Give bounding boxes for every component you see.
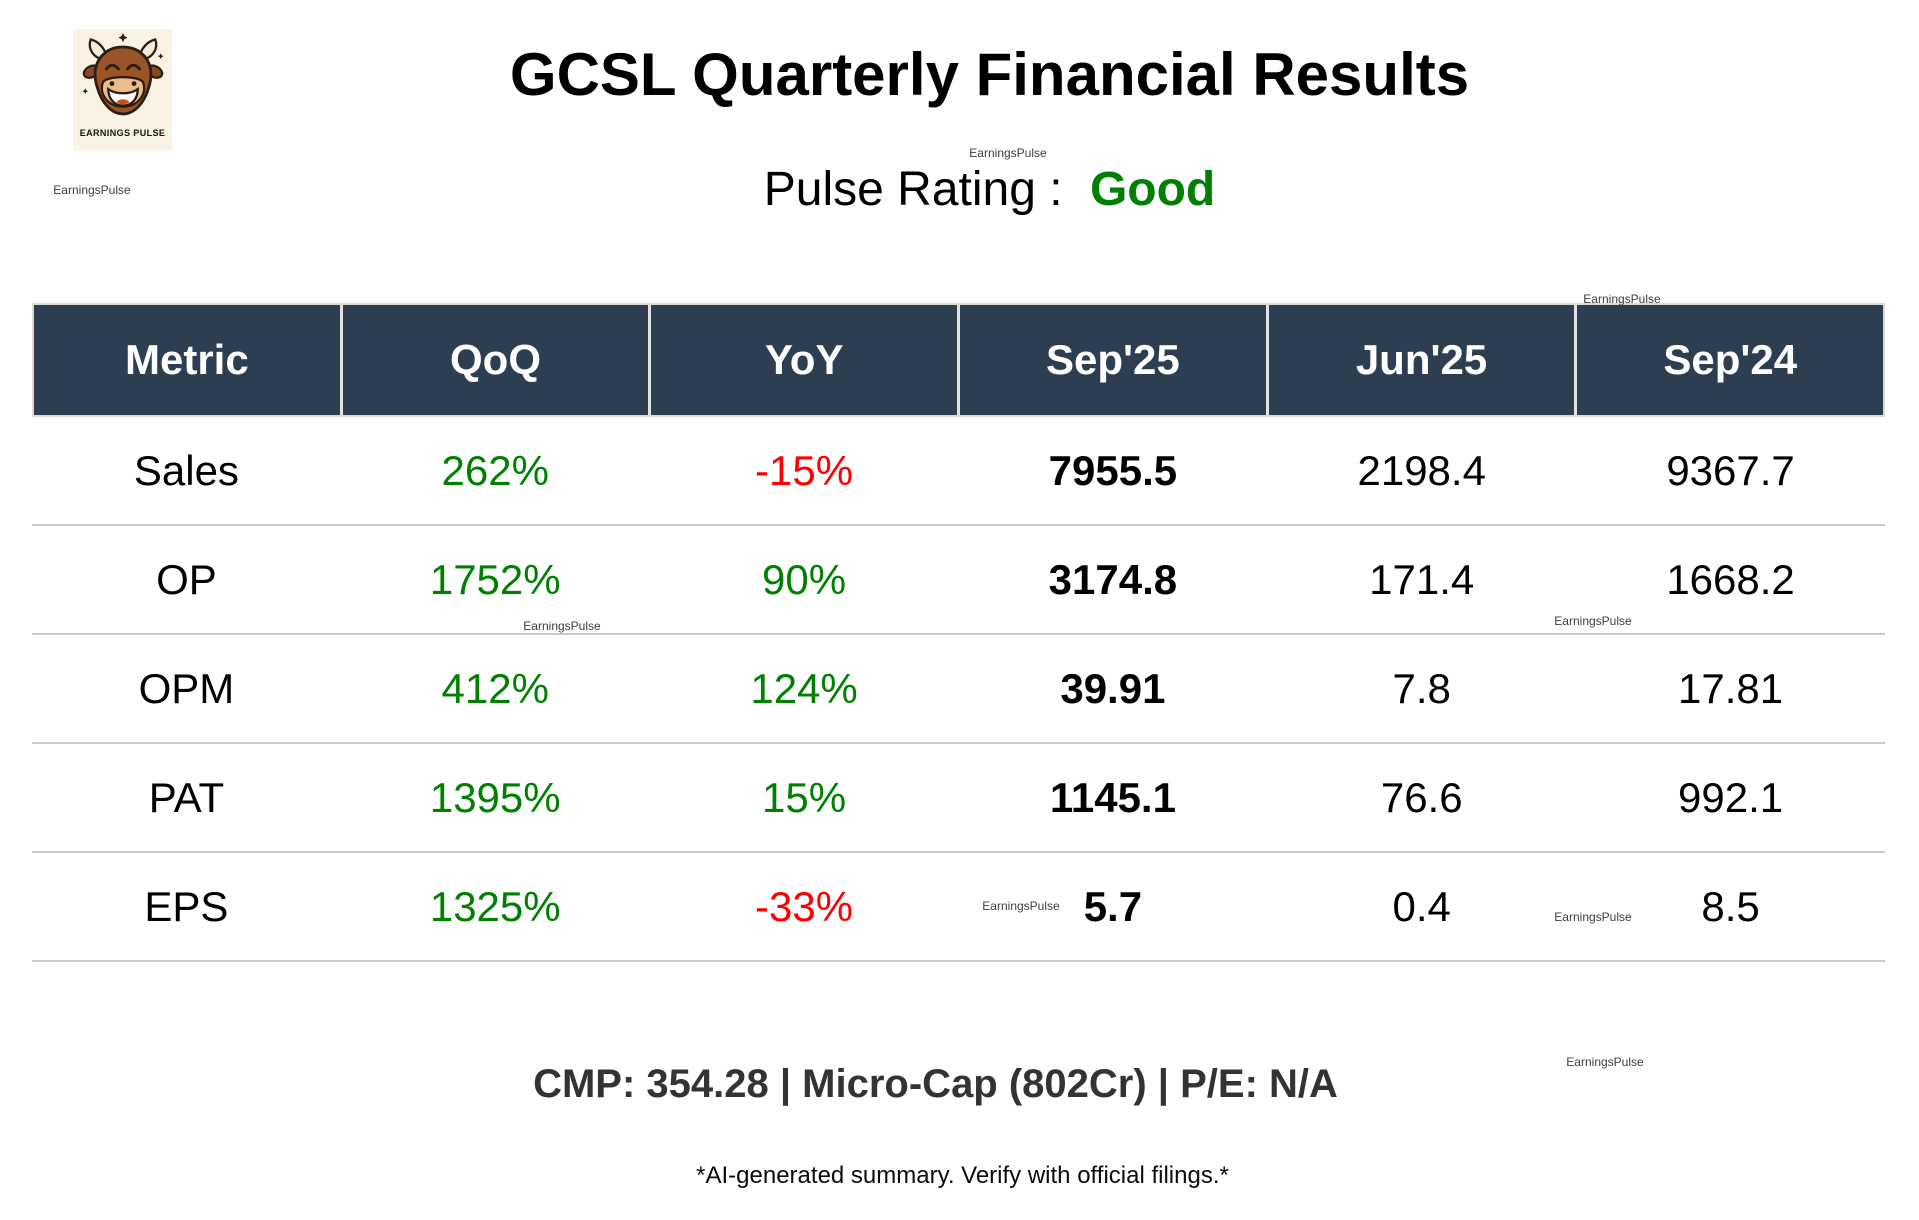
pulse-rating-line: Pulse Rating : Good xyxy=(30,140,1919,240)
page-title: GCSL Quarterly Financial Results xyxy=(509,41,1470,108)
sep24-cell: 8.5 xyxy=(1701,882,1760,930)
pulse-rating-value: Good xyxy=(1089,163,1216,216)
metric-cell: PAT xyxy=(148,773,225,821)
sep25-cell: 39.91 xyxy=(1060,664,1166,712)
jun25-cell: 76.6 xyxy=(1380,773,1463,821)
qoq-cell: 412% xyxy=(441,664,549,712)
logo-wordmark: EARNINGS PULSE xyxy=(79,128,166,138)
column-header-metric: Metric xyxy=(34,305,343,415)
column-header-sep25: Sep'25 xyxy=(960,305,1269,415)
yoy-cell: -15% xyxy=(755,446,854,494)
metric-cell: EPS xyxy=(144,882,229,930)
sep24-cell: 1668.2 xyxy=(1666,555,1795,603)
sep25-cell: 5.7 xyxy=(1083,882,1143,930)
metric-cell: OP xyxy=(156,555,217,603)
table-row-eps: EPS 1325% -33% 5.7 0.4 8.5 xyxy=(32,853,1885,962)
watermark: EarningsPulse xyxy=(1583,292,1661,306)
sep24-cell: 992.1 xyxy=(1678,773,1784,821)
sep24-cell: 17.81 xyxy=(1678,664,1784,712)
jun25-cell: 2198.4 xyxy=(1357,446,1486,494)
column-header-qoq: QoQ xyxy=(343,305,652,415)
yoy-cell: 90% xyxy=(762,555,847,603)
sep25-cell: 1145.1 xyxy=(1049,773,1176,821)
column-header-jun25: Jun'25 xyxy=(1269,305,1578,415)
cmp-summary-line: CMP: 354.28 | Micro-Cap (802Cr) | P/E: N… xyxy=(533,1062,1338,1106)
table-row-op: OP 1752% 90% 3174.8 171.4 1668.2 xyxy=(32,526,1885,635)
yoy-cell: -33% xyxy=(755,882,854,930)
sep25-cell: 3174.8 xyxy=(1048,555,1178,603)
table-row-sales: Sales 262% -15% 7955.5 2198.4 9367.7 xyxy=(32,417,1885,526)
qoq-cell: 262% xyxy=(441,446,549,494)
qoq-cell: 1395% xyxy=(429,773,561,821)
jun25-cell: 0.4 xyxy=(1392,882,1451,930)
sep24-cell: 9367.7 xyxy=(1666,446,1795,494)
qoq-cell: 1325% xyxy=(429,882,561,930)
sep25-cell: 7955.5 xyxy=(1048,446,1178,494)
watermark: EarningsPulse xyxy=(523,619,601,633)
jun25-cell: 7.8 xyxy=(1392,664,1451,712)
metric-cell: Sales xyxy=(133,446,239,494)
column-header-yoy: YoY xyxy=(651,305,961,415)
table-row-opm: OPM 412% 124% 39.91 7.8 17.81 xyxy=(32,635,1885,744)
watermark: EarningsPulse xyxy=(1554,910,1632,924)
disclaimer-text: *AI-generated summary. Verify with offic… xyxy=(696,1162,1229,1189)
watermark: EarningsPulse xyxy=(53,183,131,197)
qoq-cell: 1752% xyxy=(429,555,561,603)
watermark: EarningsPulse xyxy=(982,899,1060,913)
bull-mascot-icon xyxy=(81,33,164,116)
yoy-cell: 124% xyxy=(750,664,858,712)
watermark: EarningsPulse xyxy=(969,146,1047,160)
earnings-pulse-logo: EARNINGS PULSE xyxy=(73,29,172,150)
watermark: EarningsPulse xyxy=(1554,614,1632,628)
pulse-rating-label: Pulse Rating : xyxy=(763,163,1063,216)
yoy-cell: 15% xyxy=(762,773,847,821)
column-header-sep24: Sep'24 xyxy=(1663,336,1798,383)
watermark: EarningsPulse xyxy=(1566,1055,1644,1069)
financial-results-table: Metric QoQ YoY Sep'25 Jun'25 Sep'24 Sale… xyxy=(32,303,1885,962)
jun25-cell: 171.4 xyxy=(1369,555,1475,603)
table-body: Sales 262% -15% 7955.5 2198.4 9367.7 OP … xyxy=(32,417,1885,962)
metric-cell: OPM xyxy=(138,664,235,712)
table-header-row: Metric QoQ YoY Sep'25 Jun'25 Sep'24 xyxy=(32,303,1885,417)
table-row-pat: PAT 1395% 15% 1145.1 76.6 992.1 xyxy=(32,744,1885,853)
